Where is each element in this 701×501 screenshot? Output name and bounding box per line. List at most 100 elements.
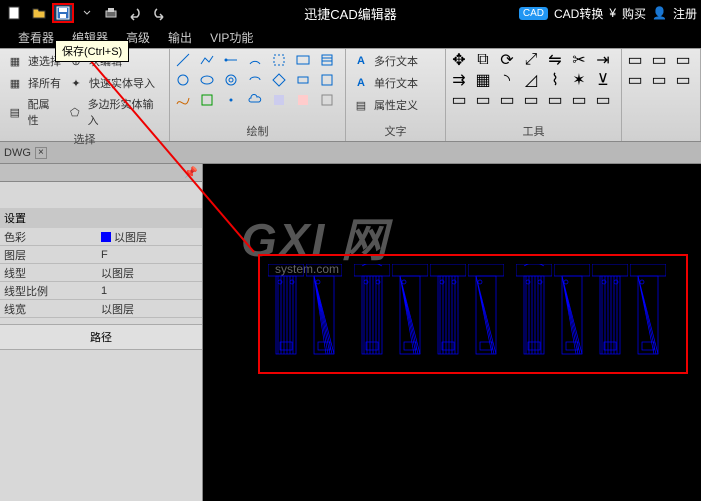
color-swatch [101,232,111,242]
polygon-entity-button[interactable]: ⬠多边形实体输入 [64,95,165,129]
extra-3-icon[interactable]: ▭ [674,51,692,69]
stext-button[interactable]: A单行文本 [350,73,441,93]
print-button[interactable] [100,3,122,23]
tool-g-icon[interactable]: ▭ [594,91,612,109]
titlebar: 迅捷CAD编辑器 CAD CAD转换 ¥ 购买 👤 注册 [0,0,701,26]
tool-d-icon[interactable]: ▭ [522,91,540,109]
prop-row-color[interactable]: 色彩 以图层 [0,228,202,246]
draw-region-icon[interactable] [270,91,288,109]
tool-e-icon[interactable]: ▭ [546,91,564,109]
tool-mirror-icon[interactable]: ⇋ [546,51,564,69]
tool-join-icon[interactable]: ⊻ [594,71,612,89]
tools-icon-grid: ✥ ⧉ ⟳ ⤢ ⇋ ✂ ⇥ ⇉ ▦ ◝ ◿ ⌇ ✶ ⊻ ▭ ▭ ▭ ▭ ▭ ▭ [450,51,617,109]
extra-4-icon[interactable]: ▭ [626,71,644,89]
register-link[interactable]: 注册 [673,5,697,22]
attdef-button[interactable]: ▤属性定义 [350,95,441,115]
tab-output[interactable]: 输出 [168,29,192,46]
close-dwg-button[interactable]: × [35,147,47,159]
new-file-button[interactable] [4,3,26,23]
prop-row-ltscale[interactable]: 线型比例 1 [0,282,202,300]
tool-rotate-icon[interactable]: ⟳ [498,51,516,69]
extra-2-icon[interactable]: ▭ [650,51,668,69]
draw-cloud-icon[interactable] [246,91,264,109]
draw-boundary-icon[interactable] [198,91,216,109]
cad-badge: CAD [519,7,548,20]
cad-convert-link[interactable]: CAD转换 [554,5,603,22]
draw-point-icon[interactable] [222,91,240,109]
props-section-header: 设置 [0,208,202,228]
tool-scale-icon[interactable]: ⤢ [522,51,540,69]
app-title: 迅捷CAD编辑器 [304,4,396,23]
prop-row-lineweight[interactable]: 线宽 以图层 [0,300,202,318]
entity-icon: ✦ [67,74,85,92]
tool-trim-icon[interactable]: ✂ [570,51,588,69]
mtext-icon: A [352,52,370,70]
draw-more-icon[interactable] [318,91,336,109]
tab-vip[interactable]: VIP功能 [210,29,253,46]
panel-label-draw: 绘制 [174,121,341,139]
prop-row-linetype[interactable]: 线型 以图层 [0,264,202,282]
draw-hatch-icon[interactable] [318,51,336,69]
draw-circle-icon[interactable] [174,71,192,89]
tool-move-icon[interactable]: ✥ [450,51,468,69]
draw-rect-icon[interactable] [294,71,312,89]
user-icon: 👤 [652,6,667,20]
tool-break-icon[interactable]: ⌇ [546,71,564,89]
tool-offset-icon[interactable]: ⇉ [450,71,468,89]
draw-spline-icon[interactable] [174,91,192,109]
draw-rect2-icon[interactable] [318,71,336,89]
quick-entity-button[interactable]: ✦快速实体导入 [65,73,157,93]
save-button[interactable] [52,3,74,23]
draw-line-icon[interactable] [174,51,192,69]
save-tooltip: 保存(Ctrl+S) [55,40,129,62]
pane-header: 📌 [0,164,202,182]
tool-chamfer-icon[interactable]: ◿ [522,71,540,89]
props-icon: ▤ [6,103,24,121]
draw-shape2-icon[interactable] [294,51,312,69]
draw-donut-icon[interactable] [222,71,240,89]
prop-row-layer[interactable]: 图层 F [0,246,202,264]
drawing-canvas[interactable]: GXI 网 system.com [203,164,701,501]
tool-array-icon[interactable]: ▦ [474,71,492,89]
tool-extend-icon[interactable]: ⇥ [594,51,612,69]
draw-wipeout-icon[interactable] [294,91,312,109]
titlebar-right: CAD CAD转换 ¥ 购买 👤 注册 [519,5,697,22]
extra-1-icon[interactable]: ▭ [626,51,644,69]
draw-ray-icon[interactable] [222,51,240,69]
panel-label-text: 文字 [350,121,441,139]
ribbon-panel-text: A多行文本 A单行文本 ▤属性定义 文字 [346,49,446,141]
properties-panel: 📌 设置 色彩 以图层 图层 F 线型 以图层 线型比例 1 线宽 以图层 [0,164,203,501]
tab-viewer[interactable]: 查看器 [18,29,54,46]
draw-shape1-icon[interactable] [270,51,288,69]
select-all-button[interactable]: ▦择所有 [4,73,63,93]
draw-polyline-icon[interactable] [198,51,216,69]
draw-ellipsearc-icon[interactable] [246,71,264,89]
tool-a-icon[interactable]: ▭ [450,91,468,109]
tool-copy-icon[interactable]: ⧉ [474,51,492,69]
panel-label-select: 选择 [4,129,165,147]
undo-button[interactable] [124,3,146,23]
tool-c-icon[interactable]: ▭ [498,91,516,109]
mtext-button[interactable]: A多行文本 [350,51,441,71]
tool-f-icon[interactable]: ▭ [570,91,588,109]
cad-shapes [268,264,666,359]
tab-advanced[interactable]: 高级 [126,29,150,46]
dwg-tab-label[interactable]: DWG [4,147,31,159]
pin-icon[interactable]: 📌 [184,166,198,179]
match-props-button[interactable]: ▤配属性 [4,95,62,129]
buy-link[interactable]: 购买 [622,5,646,22]
open-file-button[interactable] [28,3,50,23]
tool-explode-icon[interactable]: ✶ [570,71,588,89]
tool-b-icon[interactable]: ▭ [474,91,492,109]
extra-6-icon[interactable]: ▭ [674,71,692,89]
tool-fillet-icon[interactable]: ◝ [498,71,516,89]
draw-poly-icon[interactable] [270,71,288,89]
stext-icon: A [352,74,370,92]
draw-ellipse-icon[interactable] [198,71,216,89]
dropdown-button[interactable] [76,3,98,23]
redo-button[interactable] [148,3,170,23]
workspace: 📌 设置 色彩 以图层 图层 F 线型 以图层 线型比例 1 线宽 以图层 [0,164,701,501]
extra-5-icon[interactable]: ▭ [650,71,668,89]
draw-arc-icon[interactable] [246,51,264,69]
ribbon-panel-extra: ▭ ▭ ▭ ▭ ▭ ▭ [622,49,701,141]
